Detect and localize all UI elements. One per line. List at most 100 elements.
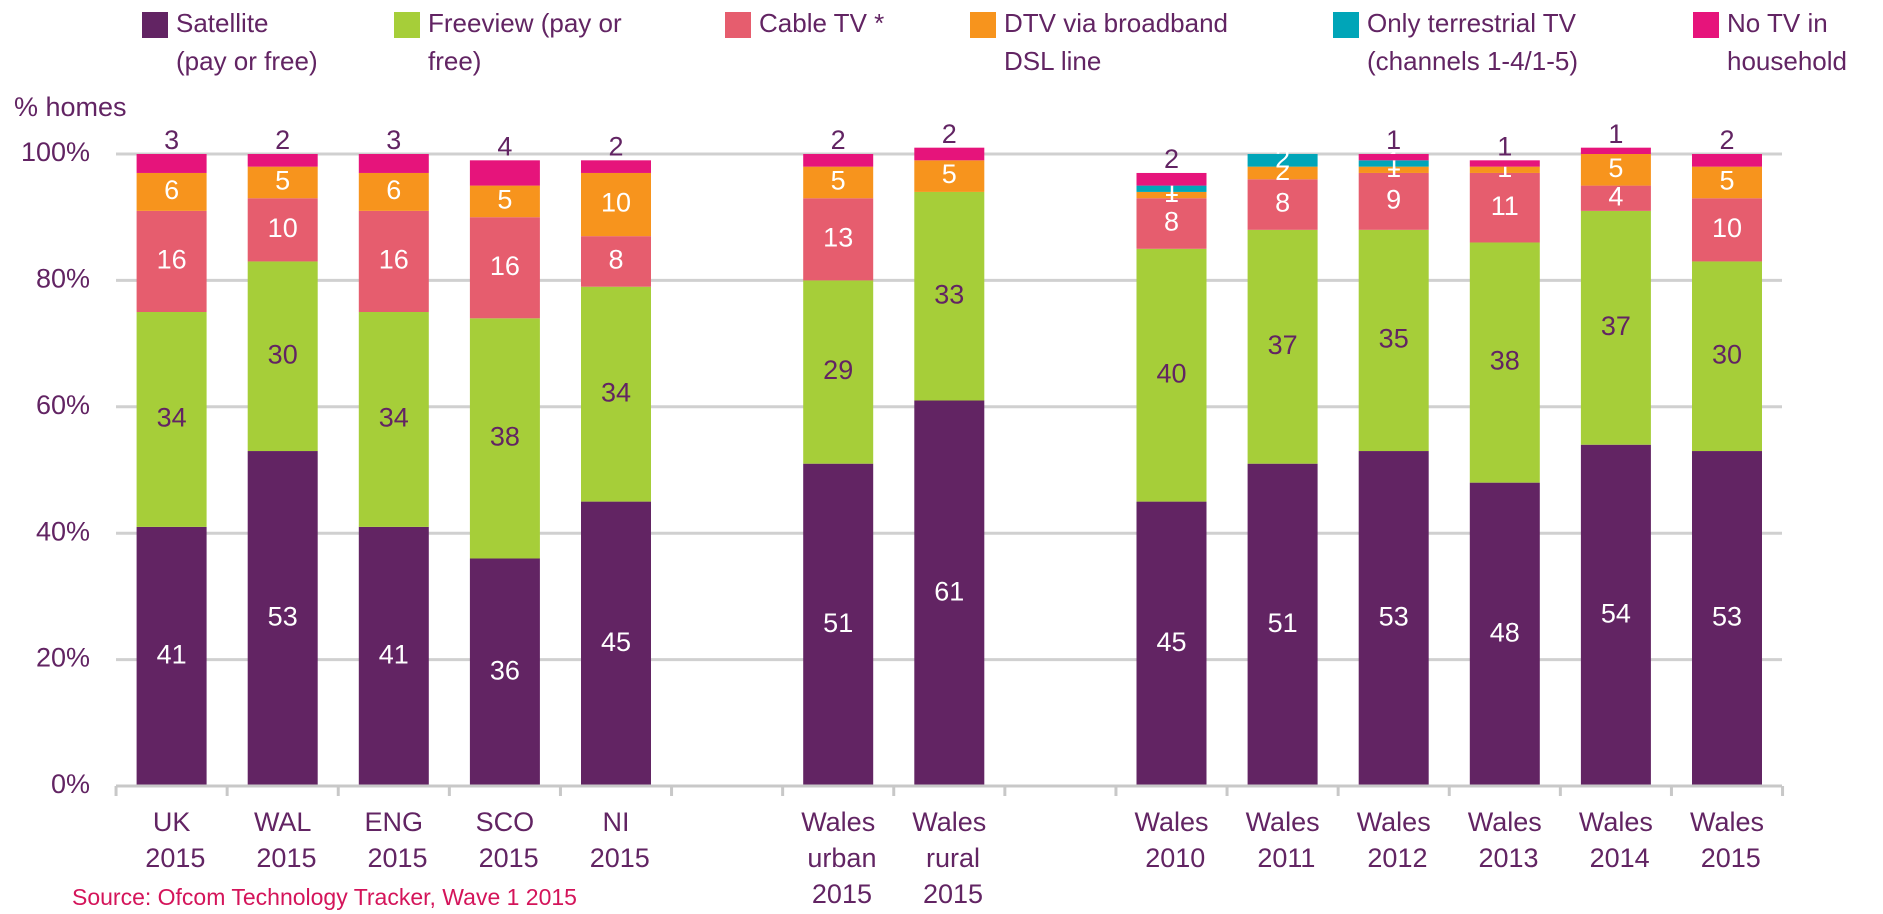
legend-label: Cable TV *: [759, 8, 885, 38]
data-label: 16: [490, 251, 520, 281]
bar-segment: [803, 198, 874, 281]
data-label: 5: [275, 166, 290, 196]
y-tick-label: 80%: [36, 264, 90, 294]
x-tick-label: Wales 2015: [1690, 807, 1764, 873]
data-label: 3: [386, 125, 401, 155]
x-tick-label: WAL 2015: [249, 807, 317, 873]
bar-segment: [1692, 198, 1762, 262]
data-label: 2: [1719, 125, 1734, 155]
bar-segment: [247, 154, 318, 167]
bar-segment: [1469, 166, 1540, 173]
bar-segment: [1469, 482, 1540, 786]
data-label: 1: [1497, 131, 1512, 161]
legend-item: Cable TV *: [725, 4, 1019, 42]
data-label: 33: [934, 279, 964, 309]
data-label: 30: [1712, 339, 1742, 369]
data-label: 10: [268, 213, 298, 243]
bar-segment: [1358, 154, 1429, 161]
bar-segment: [803, 154, 874, 167]
bar-segment: [1136, 248, 1207, 502]
x-tick-label: ENG 2015: [360, 807, 428, 873]
bar-segment: [914, 147, 985, 161]
bar-segment: [358, 172, 429, 211]
bar-segment: [1136, 185, 1207, 192]
data-label: 16: [157, 245, 187, 275]
bar-segment: [1358, 229, 1429, 452]
data-label: 4: [497, 131, 512, 161]
data-label: 2: [608, 131, 623, 161]
data-label: 1: [1608, 119, 1623, 149]
data-label: 9: [1386, 185, 1401, 215]
bar-segment: [469, 217, 540, 319]
bar-segment: [1136, 172, 1207, 186]
bar-segment: [136, 526, 207, 786]
bar-segment: [803, 280, 874, 464]
data-label: 54: [1601, 598, 1631, 628]
bar-segment: [1692, 451, 1762, 786]
legend-swatch: [1333, 12, 1359, 38]
data-label: 10: [601, 188, 631, 218]
y-tick-label: 0%: [51, 769, 90, 799]
bar-segment: [247, 451, 318, 786]
data-label: 35: [1379, 324, 1409, 354]
legend-swatch: [394, 12, 420, 38]
data-label: 53: [1379, 602, 1409, 632]
data-label: 29: [823, 355, 853, 385]
bar-segment: [247, 198, 318, 262]
data-label: 37: [1601, 311, 1631, 341]
bar-segment: [581, 286, 651, 502]
bar-segment: [358, 154, 429, 173]
data-label: 45: [601, 627, 631, 657]
bar-segment: [1692, 166, 1762, 199]
data-label: 30: [268, 339, 298, 369]
legend-swatch: [1693, 12, 1719, 38]
legend-label: No TV in household: [1727, 8, 1847, 76]
data-label: 16: [379, 245, 409, 275]
legend-label: Satellite (pay or free): [176, 8, 318, 76]
data-label: 5: [497, 185, 512, 215]
bar-segment: [358, 312, 429, 527]
data-label: 13: [823, 222, 853, 252]
bar-segment: [1580, 210, 1651, 445]
bar-segment: [914, 191, 985, 401]
y-axis-label: % homes: [14, 92, 127, 122]
bar-segment: [1136, 191, 1207, 199]
data-label: 8: [1164, 207, 1179, 237]
x-tick-label: Wales 2012: [1357, 807, 1431, 873]
bar-segment: [469, 185, 540, 218]
x-tick-label: SCO 2015: [471, 807, 539, 873]
bar-segment: [1692, 261, 1762, 452]
bar-segment: [469, 318, 540, 559]
data-label: 2: [942, 119, 957, 149]
data-label: 4: [1608, 181, 1623, 211]
data-label: 5: [831, 166, 846, 196]
data-label: 53: [1712, 602, 1742, 632]
data-label: 48: [1490, 617, 1520, 647]
legend-item: Satellite (pay or free): [142, 4, 324, 80]
x-tick-label: Wales rural 2015: [912, 807, 986, 909]
bar-segment: [803, 463, 874, 786]
data-label: 2: [1164, 144, 1179, 174]
bar-segment: [1358, 172, 1429, 230]
legend-item: Freeview (pay or free): [394, 4, 638, 80]
data-label: 51: [823, 608, 853, 638]
x-tick-label: Wales 2014: [1579, 807, 1653, 873]
data-label: 8: [1275, 188, 1290, 218]
bar-segment: [581, 160, 651, 173]
data-label: 40: [1156, 358, 1186, 388]
bar-segment: [914, 400, 985, 786]
data-label: 1: [1386, 125, 1401, 155]
bar-segment: [581, 236, 651, 287]
data-label: 34: [379, 403, 409, 433]
x-tick-label: NI 2015: [582, 807, 650, 873]
bar-segment: [1247, 166, 1318, 180]
bar-segment: [358, 210, 429, 312]
bar-segment: [358, 526, 429, 786]
bar-segment: [581, 172, 651, 237]
data-label: 2: [275, 125, 290, 155]
bar-segment: [469, 160, 540, 186]
y-tick-label: 60%: [36, 390, 90, 420]
data-label: 34: [601, 377, 631, 407]
data-label: 3: [164, 125, 179, 155]
data-label: 51: [1268, 608, 1298, 638]
